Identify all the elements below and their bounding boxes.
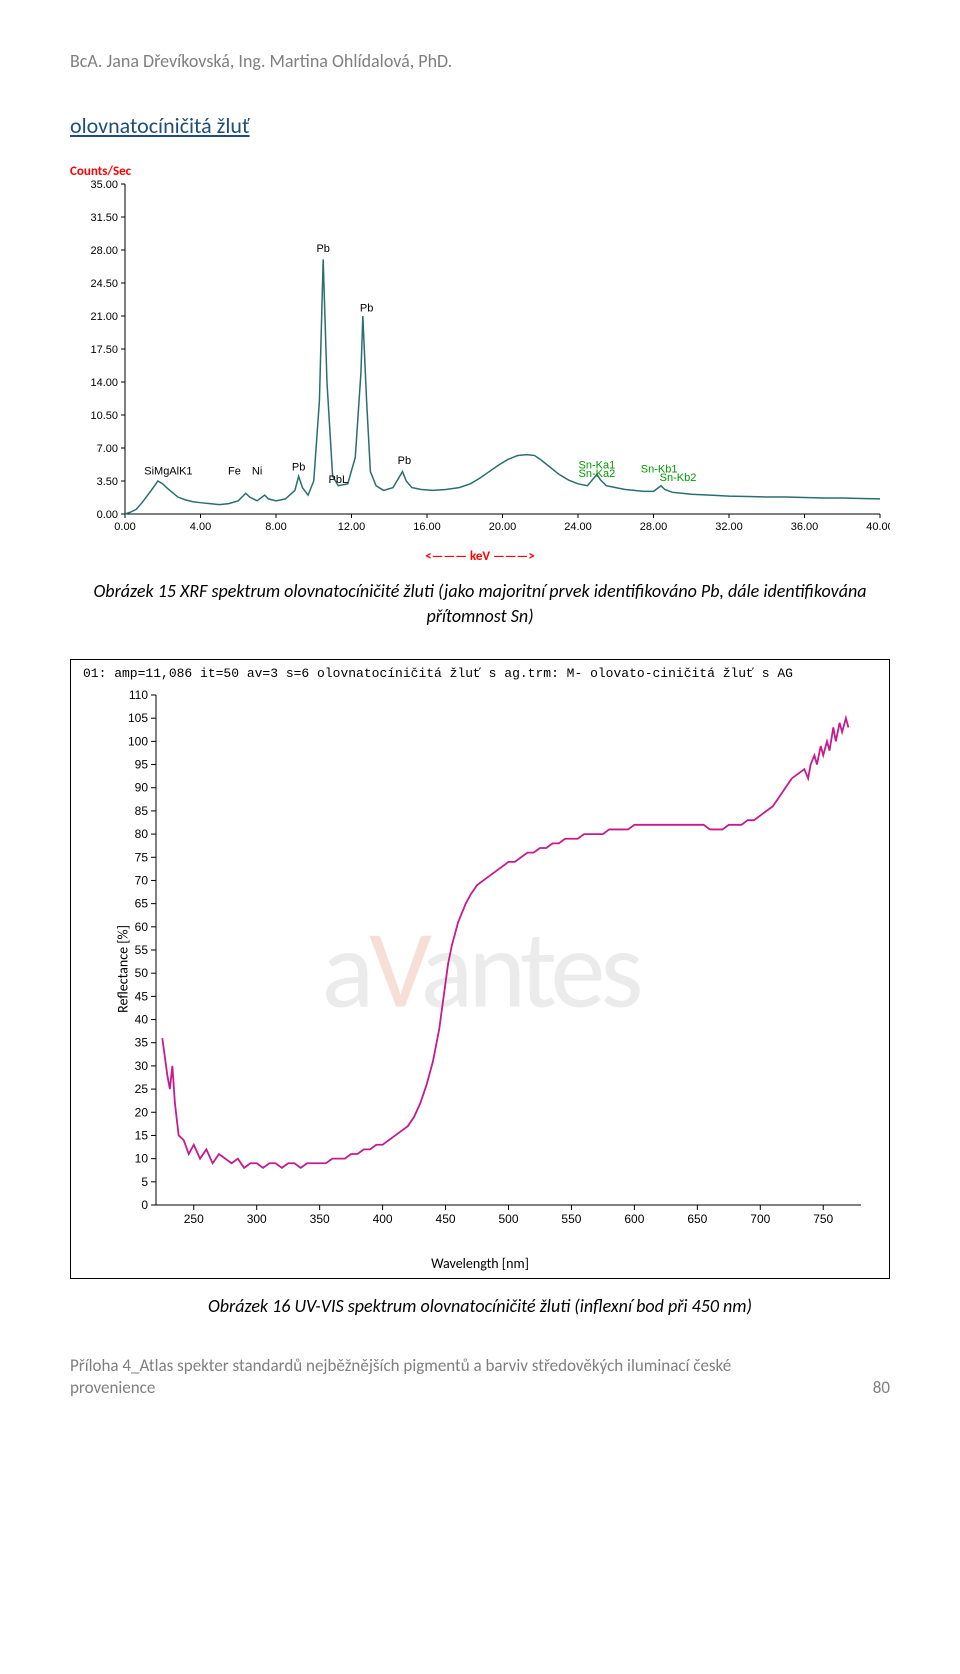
svg-text:100: 100	[128, 735, 148, 749]
svg-text:Pb: Pb	[292, 462, 305, 474]
svg-text:17.50: 17.50	[90, 344, 118, 356]
svg-text:20.00: 20.00	[489, 521, 517, 533]
svg-text:60: 60	[135, 920, 149, 934]
svg-text:750: 750	[813, 1212, 833, 1226]
svg-text:12.00: 12.00	[338, 521, 366, 533]
svg-text:32.00: 32.00	[715, 521, 743, 533]
svg-text:40.00: 40.00	[866, 521, 890, 533]
authors-header: BcA. Jana Dřevíkovská, Ing. Martina Ohlí…	[70, 50, 890, 72]
svg-text:4.00: 4.00	[190, 521, 211, 533]
svg-text:PbL: PbL	[328, 474, 348, 486]
svg-text:65: 65	[135, 897, 149, 911]
svg-text:400: 400	[373, 1212, 393, 1226]
svg-text:7.00: 7.00	[97, 443, 118, 455]
svg-text:35: 35	[135, 1036, 149, 1050]
svg-text:55: 55	[135, 943, 149, 957]
svg-text:250: 250	[184, 1212, 204, 1226]
svg-text:450: 450	[436, 1212, 456, 1226]
svg-text:8.00: 8.00	[265, 521, 286, 533]
svg-text:80: 80	[135, 827, 149, 841]
xrf-ylabel: Counts/Sec	[70, 164, 131, 179]
svg-text:30: 30	[135, 1059, 149, 1073]
svg-text:21.00: 21.00	[90, 311, 118, 323]
svg-text:50: 50	[135, 967, 149, 981]
svg-text:600: 600	[624, 1212, 644, 1226]
svg-text:105: 105	[128, 712, 148, 726]
svg-text:95: 95	[135, 758, 149, 772]
svg-text:28.00: 28.00	[640, 521, 668, 533]
svg-text:Pb: Pb	[398, 455, 411, 467]
svg-text:16.00: 16.00	[413, 521, 441, 533]
svg-text:24.00: 24.00	[564, 521, 592, 533]
svg-text:5: 5	[141, 1175, 148, 1189]
svg-text:3.50: 3.50	[97, 476, 118, 488]
svg-text:75: 75	[135, 851, 149, 865]
svg-text:550: 550	[561, 1212, 581, 1226]
svg-text:650: 650	[687, 1212, 707, 1226]
svg-text:28.00: 28.00	[90, 245, 118, 257]
xrf-caption: Obrázek 15 XRF spektrum olovnatocíničité…	[70, 579, 890, 629]
page: BcA. Jana Dřevíkovská, Ing. Martina Ohlí…	[0, 0, 960, 1429]
svg-text:700: 700	[750, 1212, 770, 1226]
uvvis-chart-container: 01: amp=11,086 it=50 av=3 s=6 olovnatocí…	[70, 659, 890, 1279]
svg-text:20: 20	[135, 1106, 149, 1120]
svg-text:Pb: Pb	[316, 243, 329, 255]
footer-text: Příloha 4_Atlas spekter standardů nejběž…	[70, 1355, 770, 1399]
svg-text:Pb: Pb	[360, 302, 373, 314]
uvvis-chart: 01: amp=11,086 it=50 av=3 s=6 olovnatocí…	[70, 659, 890, 1279]
section-title: olovnatocíničitá žluť	[70, 112, 890, 139]
xrf-xlabel: <——— keV ———>	[425, 549, 535, 564]
svg-text:40: 40	[135, 1013, 149, 1027]
svg-text:SiMgAlK1: SiMgAlK1	[144, 465, 192, 477]
xrf-svg: 0.00 3.50 7.00 10.50 14.00 17.50 21.00 24.50 28.…	[70, 164, 890, 544]
xrf-chart: Counts/Sec 0.00 3.50 7.00 10.50 14.00 17.50 21…	[70, 164, 890, 564]
uvvis-svg: 0 5 10 15 20 25 30 35 40 45 50 55 60 65 70 75 80 85 90 95 10…	[121, 690, 871, 1240]
svg-text:Sn-Kb2: Sn-Kb2	[660, 472, 697, 484]
svg-text:Fe: Fe	[228, 465, 241, 477]
svg-text:25: 25	[135, 1082, 149, 1096]
svg-text:500: 500	[498, 1212, 518, 1226]
svg-text:0: 0	[141, 1198, 148, 1212]
svg-text:14.00: 14.00	[90, 377, 118, 389]
svg-text:24.50: 24.50	[90, 278, 118, 290]
xrf-chart-container: Counts/Sec 0.00 3.50 7.00 10.50 14.00 17.50 21…	[70, 164, 890, 564]
svg-text:Sn-Ka2: Sn-Ka2	[579, 468, 616, 480]
svg-text:Ni: Ni	[252, 465, 262, 477]
svg-text:110: 110	[129, 690, 148, 702]
svg-text:15: 15	[135, 1129, 149, 1143]
svg-text:45: 45	[135, 990, 149, 1004]
footer: Příloha 4_Atlas spekter standardů nejběž…	[70, 1355, 890, 1399]
page-number: 80	[873, 1377, 890, 1399]
svg-text:0.00: 0.00	[114, 521, 135, 533]
svg-text:85: 85	[135, 804, 149, 818]
svg-text:35.00: 35.00	[90, 179, 118, 191]
svg-text:10: 10	[135, 1152, 149, 1166]
svg-text:0.00: 0.00	[97, 509, 118, 521]
uvvis-xlabel: Wavelength [nm]	[431, 1255, 529, 1272]
svg-text:36.00: 36.00	[791, 521, 819, 533]
svg-text:90: 90	[135, 781, 149, 795]
svg-text:350: 350	[310, 1212, 330, 1226]
svg-text:300: 300	[247, 1212, 267, 1226]
svg-text:10.50: 10.50	[90, 410, 118, 422]
svg-text:31.50: 31.50	[90, 212, 118, 224]
svg-text:70: 70	[135, 874, 149, 888]
uvvis-title: 01: amp=11,086 it=50 av=3 s=6 olovnatocí…	[83, 666, 793, 681]
uvvis-caption: Obrázek 16 UV-VIS spektrum olovnatocínič…	[70, 1294, 890, 1319]
